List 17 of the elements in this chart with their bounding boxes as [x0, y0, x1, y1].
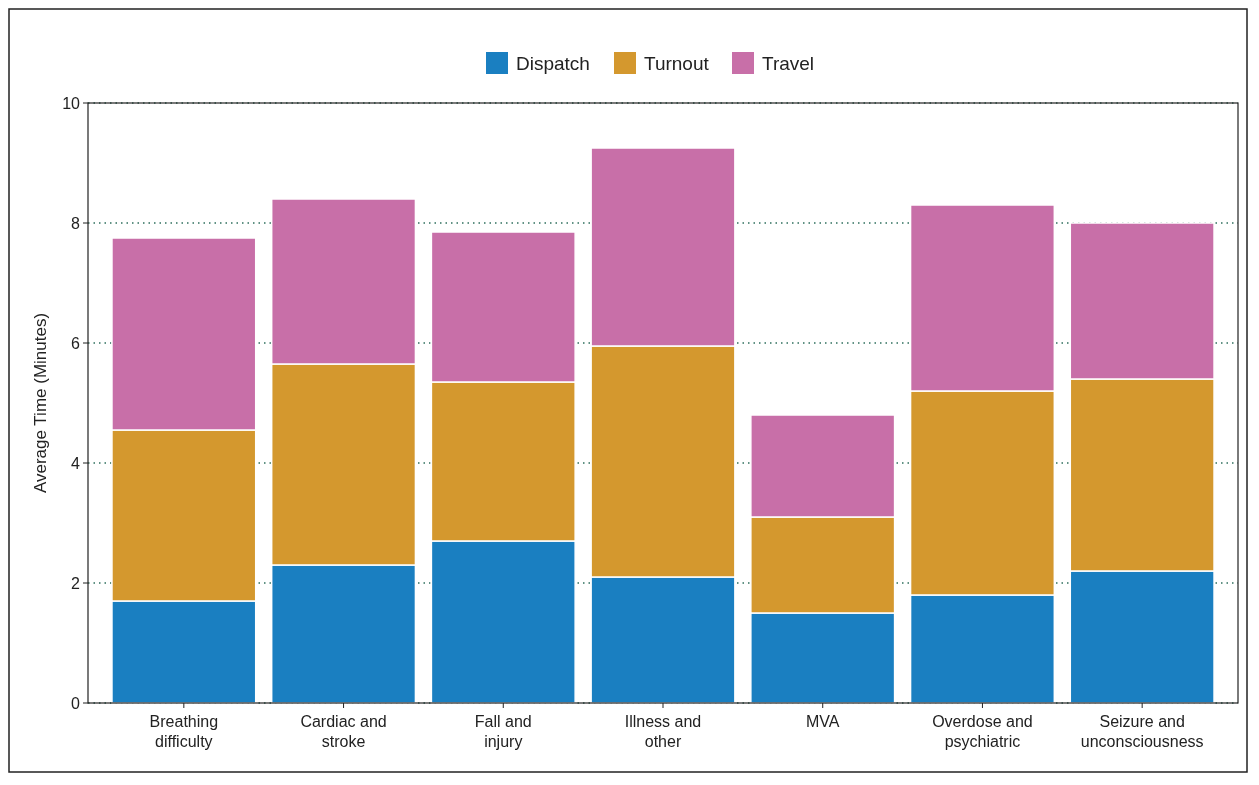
legend-label: Turnout — [644, 52, 710, 74]
x-tick-label: Overdose and psychiatric — [932, 713, 1033, 750]
x-tick-label: Breathing difficulty — [149, 713, 219, 750]
y-axis-title: Average Time (Minutes) — [31, 312, 50, 494]
x-tick-label: Fall and injury — [474, 713, 532, 750]
y-tick-label: 2 — [71, 574, 81, 592]
x-tick-label: Cardiac and stroke — [300, 713, 387, 750]
legend-label: Travel — [762, 52, 815, 74]
y-tick-label: 6 — [71, 334, 81, 352]
x-tick-label: MVA — [805, 713, 840, 730]
legend-label: Dispatch — [516, 52, 590, 74]
x-tick-label: Illness and other — [624, 713, 702, 750]
y-tick-label: 0 — [71, 694, 81, 712]
y-tick-label: 4 — [71, 454, 81, 472]
y-tick-label: 8 — [71, 214, 81, 232]
y-tick-label: 10 — [62, 94, 81, 112]
x-tick-label: Seizure and unconsciousness — [1080, 713, 1204, 750]
